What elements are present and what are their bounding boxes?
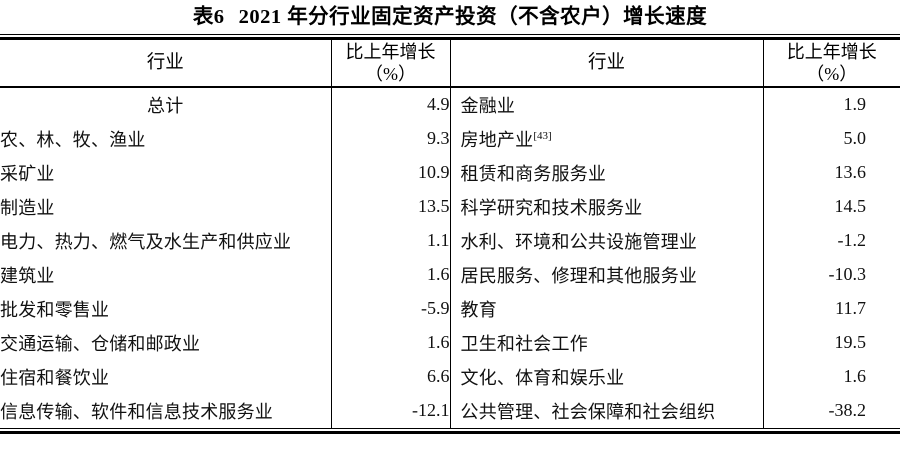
row-industry-right: 教育 bbox=[450, 291, 764, 326]
row-industry-right-label: 金融业 bbox=[460, 95, 516, 116]
row-industry-right-label: 教育 bbox=[460, 299, 497, 320]
table-row: 制造业 13.5 科学研究和技术服务业 14.5 bbox=[0, 189, 900, 224]
column-header-growth-left: 比上年增长 （%） bbox=[331, 40, 451, 86]
row-industry-left: 信息传输、软件和信息技术服务业 bbox=[0, 393, 332, 428]
statistics-table: 行业 比上年增长 （%） 行业 比上年增长 （%） 总计 4.9 金融业 1.9 农、林… bbox=[0, 34, 900, 434]
table-top-rule-gap bbox=[0, 35, 900, 37]
table-bottom-rule-thick bbox=[0, 430, 900, 434]
table-header-grid: 行业 比上年增长 （%） 行业 比上年增长 （%） bbox=[0, 40, 900, 86]
row-value-left: 4.9 bbox=[331, 87, 451, 122]
table-number: 表6 bbox=[192, 6, 225, 28]
table-row: 农、林、牧、渔业 9.3 房地产业[43] 5.0 bbox=[0, 121, 900, 156]
row-value-right: 1.9 bbox=[843, 94, 867, 114]
table-row: 交通运输、仓储和邮政业 1.6 卫生和社会工作 19.5 bbox=[0, 325, 900, 360]
footnote-marker: [43] bbox=[533, 129, 552, 142]
column-header-growth-right-line2: （%） bbox=[806, 64, 858, 84]
table-row: 电力、热力、燃气及水生产和供应业 1.1 水利、环境和公共设施管理业 -1.2 bbox=[0, 223, 900, 258]
column-header-growth-left-line2: （%） bbox=[365, 64, 416, 84]
row-value-left: -5.9 bbox=[331, 291, 451, 326]
row-industry-left: 批发和零售业 bbox=[0, 291, 332, 326]
row-industry-right: 水利、环境和公共设施管理业 bbox=[450, 223, 764, 258]
row-industry-right-label: 租赁和商务服务业 bbox=[460, 163, 607, 184]
column-header-industry-left: 行业 bbox=[0, 40, 332, 86]
row-value-left: 9.3 bbox=[331, 121, 451, 156]
table-row: 批发和零售业 -5.9 教育 11.7 bbox=[0, 291, 900, 326]
row-value-right: 5.0 bbox=[843, 128, 867, 148]
row-industry-left: 住宿和餐饮业 bbox=[0, 359, 332, 394]
row-value-left: 6.6 bbox=[331, 359, 451, 394]
table-row: 总计 4.9 金融业 1.9 bbox=[0, 87, 900, 122]
table-row: 住宿和餐饮业 6.6 文化、体育和娱乐业 1.6 bbox=[0, 359, 900, 394]
row-industry-right-label: 水利、环境和公共设施管理业 bbox=[460, 231, 698, 252]
column-header-growth-right-line1: 比上年增长 bbox=[786, 42, 877, 62]
row-industry-right: 金融业 bbox=[450, 87, 764, 122]
table-bottom-rule-thin bbox=[0, 427, 900, 429]
row-industry-left: 采矿业 bbox=[0, 155, 332, 190]
row-value-right: -38.2 bbox=[828, 400, 867, 420]
row-industry-left: 建筑业 bbox=[0, 257, 332, 292]
row-industry-left: 电力、热力、燃气及水生产和供应业 bbox=[0, 223, 332, 258]
table-top-rule-thin bbox=[0, 34, 900, 35]
row-value-left: -12.1 bbox=[331, 393, 451, 428]
column-header-growth-right: 比上年增长 （%） bbox=[763, 40, 900, 86]
row-industry-right-label: 科学研究和技术服务业 bbox=[460, 197, 643, 218]
row-value-right: 13.6 bbox=[834, 162, 867, 182]
row-industry-right-label: 房地产业 bbox=[460, 129, 534, 150]
row-industry-left: 农、林、牧、渔业 bbox=[0, 121, 332, 156]
table-header-bottom-rule bbox=[0, 86, 900, 88]
row-industry-right-label: 文化、体育和娱乐业 bbox=[460, 367, 625, 388]
row-industry-right: 公共管理、社会保障和社会组织 bbox=[450, 393, 764, 428]
table-row: 建筑业 1.6 居民服务、修理和其他服务业 -10.3 bbox=[0, 257, 900, 292]
row-industry-right: 租赁和商务服务业 bbox=[450, 155, 764, 190]
row-value-left: 1.6 bbox=[331, 257, 451, 292]
row-industry-right: 居民服务、修理和其他服务业 bbox=[450, 257, 764, 292]
row-industry-right: 科学研究和技术服务业 bbox=[450, 189, 764, 224]
table-header-row: 行业 比上年增长 （%） 行业 比上年增长 （%） bbox=[0, 40, 900, 86]
row-value-left: 13.5 bbox=[331, 189, 451, 224]
row-value-right: 14.5 bbox=[834, 196, 867, 216]
column-header-industry-right: 行业 bbox=[450, 40, 764, 86]
row-industry-left: 制造业 bbox=[0, 189, 332, 224]
table-row: 信息传输、软件和信息技术服务业 -12.1 公共管理、社会保障和社会组织 -38.2 bbox=[0, 393, 900, 428]
row-industry-right: 文化、体育和娱乐业 bbox=[450, 359, 764, 394]
table-top-rule-thick bbox=[0, 37, 900, 40]
table-title-text: 2021 年分行业固定资产投资（不含农户）增长速度 bbox=[238, 6, 708, 28]
row-value-left: 10.9 bbox=[331, 155, 451, 190]
row-industry-right-label: 公共管理、社会保障和社会组织 bbox=[460, 401, 716, 422]
row-industry-right-label: 卫生和社会工作 bbox=[460, 333, 588, 354]
table-row: 采矿业 10.9 租赁和商务服务业 13.6 bbox=[0, 155, 900, 190]
page-title: 表6 2021 年分行业固定资产投资（不含农户）增长速度 bbox=[0, 0, 900, 32]
table-bottom-rule-gap bbox=[0, 428, 900, 431]
row-value-right: 1.6 bbox=[843, 366, 867, 386]
table-body-grid: 总计 4.9 金融业 1.9 农、林、牧、渔业 9.3 房地产业[43] 5.0 采矿业 10.9… bbox=[0, 87, 900, 428]
row-industry-left: 总计 bbox=[0, 87, 332, 122]
row-value-right: 11.7 bbox=[835, 298, 866, 318]
row-value-right: -10.3 bbox=[828, 264, 867, 284]
row-value-left: 1.6 bbox=[331, 325, 451, 360]
row-value-right: 19.5 bbox=[834, 332, 867, 352]
row-industry-left: 交通运输、仓储和邮政业 bbox=[0, 325, 332, 360]
row-value-left: 1.1 bbox=[331, 223, 451, 258]
row-value-right: -1.2 bbox=[837, 230, 867, 250]
row-industry-right-label: 居民服务、修理和其他服务业 bbox=[460, 265, 698, 286]
column-header-growth-left-line1: 比上年增长 bbox=[345, 42, 436, 62]
row-industry-right: 卫生和社会工作 bbox=[450, 325, 764, 360]
row-industry-right: 房地产业[43] bbox=[450, 121, 764, 156]
